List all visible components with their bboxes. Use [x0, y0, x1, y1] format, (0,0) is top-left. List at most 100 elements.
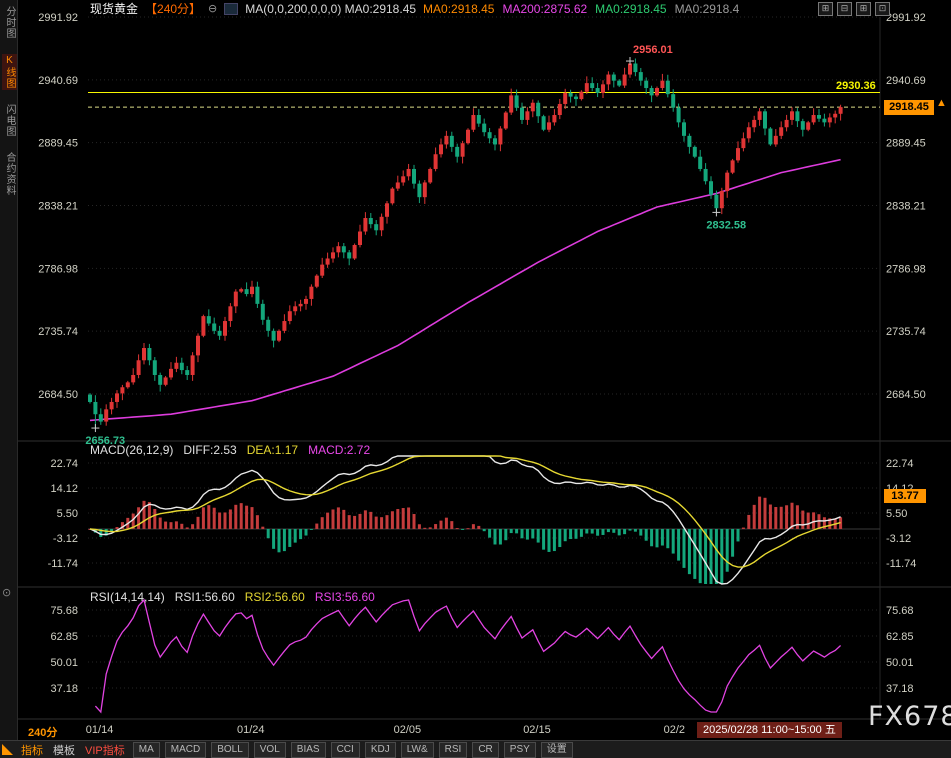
time-axis: 240分 2025/02/28 11:00~15:00 五 01/14 01/24… — [0, 721, 951, 740]
window-layout-icon-1[interactable]: ⊟ — [837, 2, 852, 16]
time-tick-3: 02/15 — [523, 724, 551, 736]
toolbar-button-VOL[interactable]: VOL — [254, 742, 286, 758]
svg-text:2838.21: 2838.21 — [886, 200, 926, 212]
ma-legend-item-3: MA0:2918.4 — [675, 2, 740, 16]
svg-text:37.18: 37.18 — [886, 683, 914, 695]
record-circle-icon[interactable]: ⊙ — [2, 586, 11, 599]
toolbar-button-BIAS[interactable]: BIAS — [291, 742, 326, 758]
svg-text:75.68: 75.68 — [886, 605, 914, 617]
corner-wedge-icon — [2, 744, 13, 755]
time-tick-4: 02/2 — [664, 724, 685, 736]
toolbar-tab-0[interactable]: 指标 — [21, 742, 43, 758]
time-tick-1: 01/24 — [237, 724, 265, 736]
sidebar-item-3[interactable]: 合约资料 — [2, 152, 17, 196]
time-tick-0: 01/14 — [86, 724, 114, 736]
main-grid: 2991.922991.922940.692940.692889.452889.… — [38, 12, 926, 401]
ma-settings-label: MA(0,0,200,0,0,0) MA0:2918.45 — [245, 2, 416, 16]
svg-text:75.68: 75.68 — [50, 605, 78, 617]
svg-text:5.50: 5.50 — [886, 508, 907, 520]
svg-text:22.74: 22.74 — [50, 458, 78, 470]
sidebar-item-1[interactable]: K线图 — [2, 54, 17, 90]
rsi-header: RSI(14,14,14) RSI1:56.60 RSI2:56.60 RSI3… — [90, 590, 375, 604]
toolbar-button-MA[interactable]: MA — [133, 742, 160, 758]
macd-header: MACD(26,12,9) DIFF:2.53 DEA:1.17 MACD:2.… — [90, 443, 370, 457]
ma-legend: MA0:2918.45 MA200:2875.62 MA0:2918.45 MA0:2… — [423, 2, 739, 16]
macd-diff-value: DIFF:2.53 — [183, 443, 236, 457]
chart-app: 2991.922991.922940.692940.692889.452889.… — [0, 0, 951, 758]
svg-text:2832.58: 2832.58 — [706, 219, 746, 231]
svg-text:5.50: 5.50 — [57, 508, 78, 520]
toolbar-tab-2[interactable]: VIP指标 — [85, 742, 125, 758]
svg-text:14.12: 14.12 — [50, 483, 78, 495]
timeframe-label[interactable]: 240分 — [28, 724, 57, 740]
svg-text:2991.92: 2991.92 — [38, 12, 78, 24]
time-tick-2: 02/05 — [394, 724, 422, 736]
svg-text:2786.98: 2786.98 — [38, 263, 78, 275]
svg-text:2889.45: 2889.45 — [38, 138, 78, 150]
chart-header: 现货黄金 【240分】 ⊖ MA(0,0,200,0,0,0) MA0:2918… — [90, 1, 739, 16]
chart-type-icon[interactable] — [224, 3, 238, 15]
session-highlight: 2025/02/28 11:00~15:00 五 — [697, 722, 842, 738]
bottom-toolbar: 指标模板 VIP指标 MA MACD BOLL VOL BIAS CCI KDJ LW&RSIC… — [0, 740, 951, 758]
rsi-line — [95, 600, 840, 712]
window-layout-icon-0[interactable]: ⊞ — [818, 2, 833, 16]
toolbar-buttons: MA MACD BOLL VOL BIAS CCI KDJ LW&RSICR PSY 设置 — [133, 742, 573, 758]
svg-text:2956.01: 2956.01 — [633, 44, 673, 56]
svg-text:2735.74: 2735.74 — [886, 326, 926, 338]
macd-value-badge: 13.77 — [884, 489, 926, 503]
collapse-icon[interactable]: ⊖ — [208, 2, 217, 15]
svg-text:2889.45: 2889.45 — [886, 138, 926, 150]
macd-histogram — [89, 497, 843, 584]
toolbar-button-BOLL[interactable]: BOLL — [211, 742, 249, 758]
ma-legend-item-0: MA0:2918.45 — [423, 2, 494, 16]
last-price-badge: 2918.45 — [884, 100, 934, 115]
macd-macd-value: MACD:2.72 — [308, 443, 370, 457]
rsi3-value: RSI3:56.60 — [315, 590, 375, 604]
svg-text:-11.74: -11.74 — [48, 558, 78, 570]
sidebar-item-2[interactable]: 闪电图 — [2, 104, 17, 137]
window-layout-icons: ⊞ ⊟ ⊞ ⊡ — [818, 2, 890, 16]
brand-watermark: FX678 — [868, 701, 951, 732]
rsi1-value: RSI1:56.60 — [175, 590, 235, 604]
candles-layer — [88, 58, 843, 428]
svg-text:37.18: 37.18 — [50, 683, 78, 695]
svg-text:-11.74: -11.74 — [886, 558, 916, 570]
svg-text:2940.69: 2940.69 — [886, 75, 926, 87]
svg-text:62.85: 62.85 — [50, 631, 78, 643]
ma200-line — [90, 160, 841, 421]
svg-text:2838.21: 2838.21 — [38, 200, 78, 212]
price-up-arrow-icon: ▲ — [936, 97, 947, 109]
toolbar-tab-1[interactable]: 模板 — [53, 742, 75, 758]
period-label: 【240分】 — [145, 0, 201, 17]
toolbar-button-RSI[interactable]: RSI — [439, 742, 468, 758]
chart-canvas[interactable]: 2991.922991.922940.692940.692889.452889.… — [0, 0, 951, 758]
toolbar-button-CCI[interactable]: CCI — [331, 742, 360, 758]
toolbar-button-PSY[interactable]: PSY — [504, 742, 536, 758]
toolbar-tabs: 指标模板 VIP指标 — [21, 742, 125, 758]
rsi-params: RSI(14,14,14) — [90, 590, 165, 604]
toolbar-button-CR[interactable]: CR — [472, 742, 498, 758]
toolbar-button-KDJ[interactable]: KDJ — [365, 742, 396, 758]
svg-text:2684.50: 2684.50 — [38, 389, 78, 401]
left-sidebar: ⊙ 分时图 K线图闪电图合约资料 — [0, 0, 18, 740]
window-layout-icon-2[interactable]: ⊞ — [856, 2, 871, 16]
svg-text:2786.98: 2786.98 — [886, 263, 926, 275]
svg-text:2735.74: 2735.74 — [38, 326, 78, 338]
ma-legend-item-1: MA200:2875.62 — [502, 2, 587, 16]
macd-dea-value: DEA:1.17 — [247, 443, 298, 457]
svg-text:22.74: 22.74 — [886, 458, 914, 470]
svg-text:-3.12: -3.12 — [53, 533, 78, 545]
sidebar-item-0[interactable]: 分时图 — [2, 6, 17, 39]
svg-text:-3.12: -3.12 — [886, 533, 911, 545]
svg-text:50.01: 50.01 — [886, 657, 914, 669]
toolbar-button-LW&[interactable]: LW& — [401, 742, 434, 758]
window-layout-icon-3[interactable]: ⊡ — [875, 2, 890, 16]
svg-text:2991.92: 2991.92 — [886, 12, 926, 24]
toolbar-button-MACD[interactable]: MACD — [165, 742, 206, 758]
svg-text:2684.50: 2684.50 — [886, 389, 926, 401]
rsi2-value: RSI2:56.60 — [245, 590, 305, 604]
resistance-level-label: 2930.36 — [836, 80, 876, 92]
toolbar-button-设置[interactable]: 设置 — [541, 742, 573, 758]
ma-legend-item-2: MA0:2918.45 — [595, 2, 666, 16]
macd-params: MACD(26,12,9) — [90, 443, 173, 457]
